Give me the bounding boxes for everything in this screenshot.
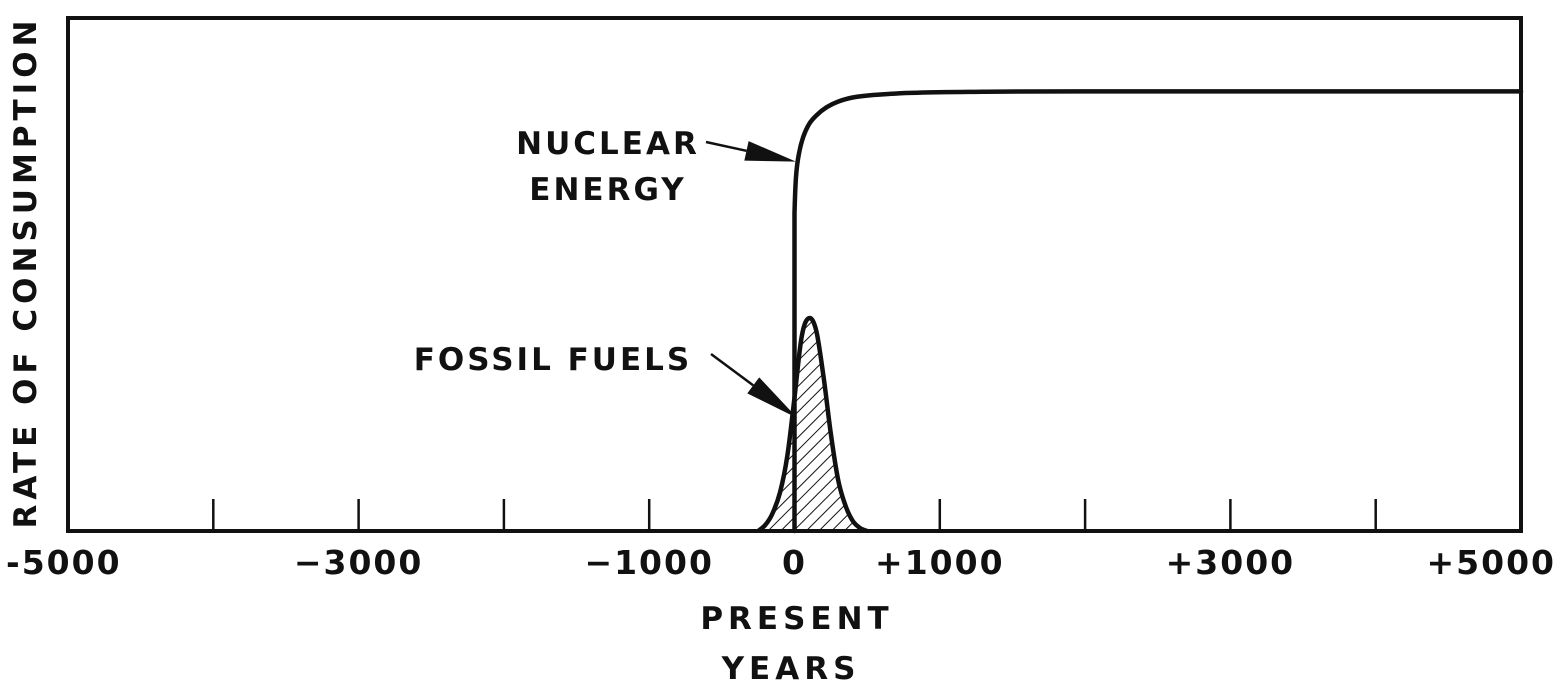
y-axis-title: RATE OF CONSUMPTION (8, 16, 44, 529)
x-tick-label: −1000 (584, 543, 714, 582)
annotation-arrow-shaft (705, 140, 747, 153)
x-tick-label: −3000 (294, 543, 424, 582)
annotation-label: FOSSIL FUELS (414, 342, 692, 378)
present-label: PRESENT (700, 601, 893, 637)
x-tick-label: +3000 (1166, 543, 1296, 582)
fossil-fuel-area-layer (758, 317, 868, 531)
x-tick-label: +1000 (875, 543, 1005, 582)
annotation-arrow-head (744, 141, 796, 162)
x-tick-label: +5000 (1427, 543, 1557, 582)
x-tick-labels: -5000 −3000 −1000 0 +1000 +3000 +5000 (6, 543, 1557, 582)
nuclear-energy-curve (792, 89, 1524, 534)
annotation-label: ENERGY (529, 172, 686, 208)
x-tick-label: -5000 (6, 543, 122, 582)
x-tick-label: 0 (782, 543, 807, 582)
x-ticks (212, 499, 1377, 531)
annotation-arrow-head (747, 377, 798, 419)
annotation-label: NUCLEAR (516, 126, 700, 162)
annotation-arrow-shaft (710, 352, 754, 387)
fossil-fuels-hatched-area (758, 317, 868, 531)
x-axis-title: YEARS (721, 651, 861, 687)
series-layer (756, 89, 1524, 534)
fossil-fuels-curve (756, 315, 869, 534)
annotations: NUCLEAR ENERGY FOSSIL FUELS (414, 126, 798, 419)
